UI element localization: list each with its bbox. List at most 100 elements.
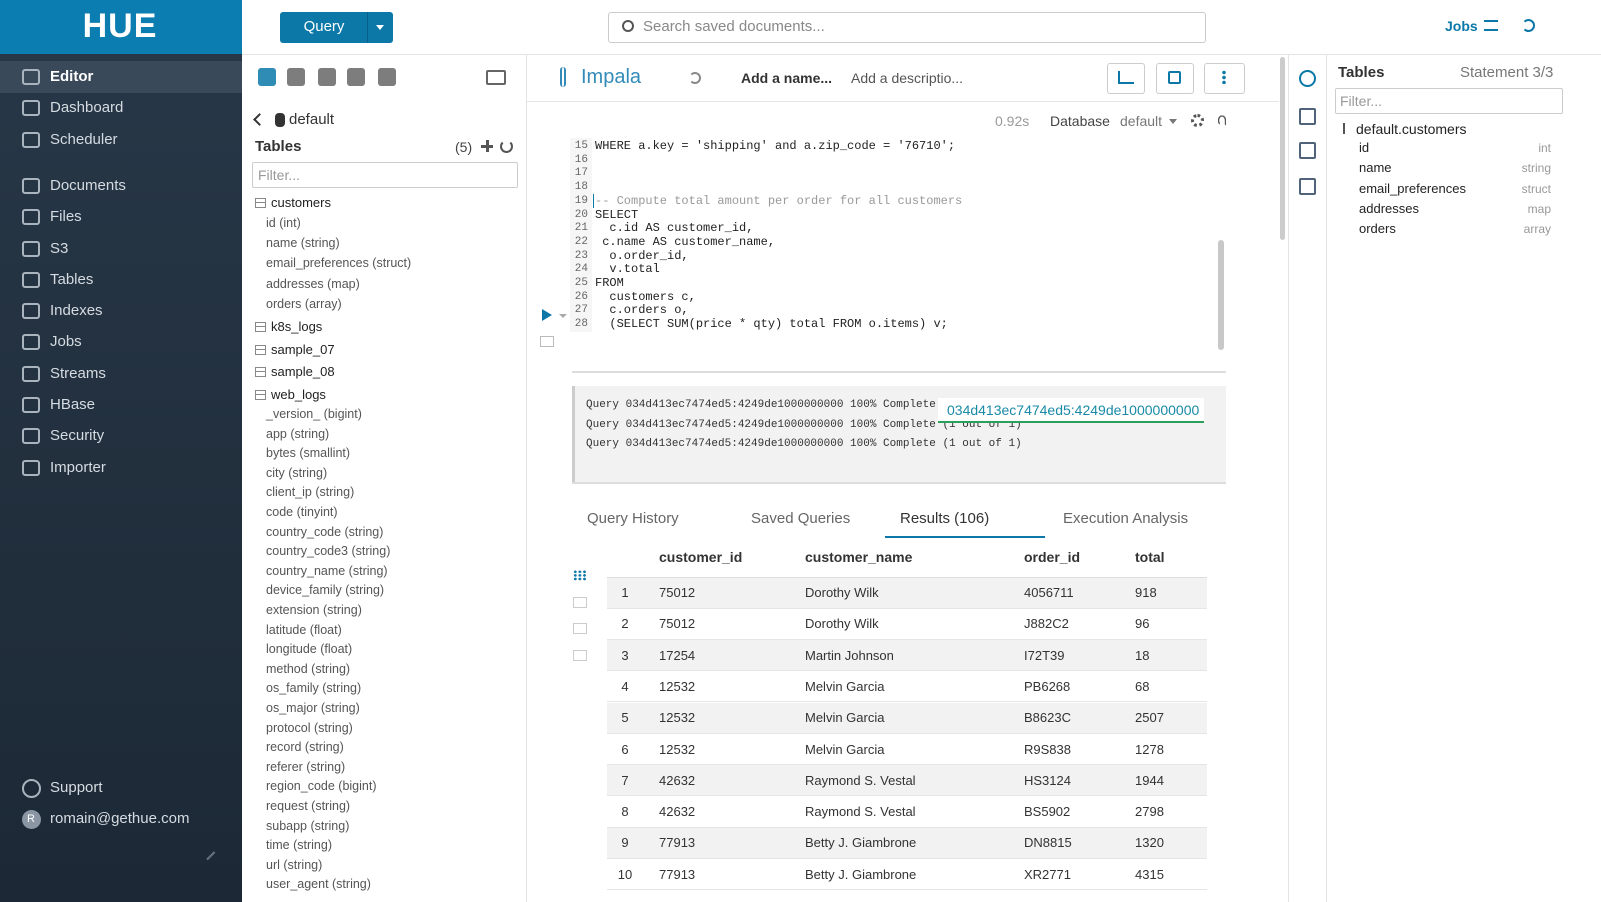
assist-column[interactable]: region_code (bigint) xyxy=(266,779,377,794)
functions-icon[interactable] xyxy=(1299,108,1316,125)
run-button[interactable] xyxy=(542,309,552,321)
nav-item[interactable]: Dashboard xyxy=(50,99,124,117)
assist-column[interactable]: subapp (string) xyxy=(266,818,350,833)
assist-tab-icon[interactable] xyxy=(378,68,396,86)
right-column-name[interactable]: addresses xyxy=(1359,200,1419,216)
editor-action-button[interactable] xyxy=(1156,63,1194,94)
result-tool-icon[interactable] xyxy=(573,597,587,608)
assist-column[interactable]: email_preferences (struct) xyxy=(266,256,412,271)
assist-table[interactable]: customers xyxy=(271,195,331,210)
nav-item[interactable]: Scheduler xyxy=(50,130,118,148)
nav-item[interactable]: Tables xyxy=(50,270,94,288)
assist-column[interactable]: orders (array) xyxy=(266,296,342,311)
assist-column[interactable]: app (string) xyxy=(266,426,330,441)
code-line[interactable]: SELECT xyxy=(595,207,639,222)
code-line[interactable]: c.id AS customer_id, xyxy=(595,221,754,236)
grid-view-icon[interactable] xyxy=(573,570,587,581)
result-tool-icon[interactable] xyxy=(573,623,587,634)
assist-table[interactable]: k8s_logs xyxy=(271,319,323,334)
assist-column[interactable]: request (string) xyxy=(266,799,351,813)
assist-column[interactable]: record (string) xyxy=(266,740,344,755)
assist-column[interactable]: country_name (string) xyxy=(266,563,388,578)
assist-column[interactable]: country_code (string) xyxy=(266,524,384,539)
assist-add-icon[interactable] xyxy=(481,140,493,152)
nav-item[interactable]: Indexes xyxy=(50,302,103,320)
assist-table[interactable]: web_logs xyxy=(271,386,326,402)
snippet-icon[interactable] xyxy=(540,336,554,347)
nav-item[interactable]: Importer xyxy=(50,458,106,476)
column-header[interactable]: order_id xyxy=(1024,549,1081,565)
column-header[interactable]: total xyxy=(1135,549,1165,565)
code-line[interactable]: customers c, xyxy=(595,289,696,304)
assist-column[interactable]: user_agent (string) xyxy=(266,877,371,892)
assist-column[interactable]: extension (string) xyxy=(266,603,362,617)
search-box[interactable] xyxy=(608,12,1206,43)
right-column-name[interactable]: orders xyxy=(1359,221,1396,237)
assist-tab-icon[interactable] xyxy=(287,68,305,86)
assist-table[interactable]: sample_07 xyxy=(271,341,335,357)
query-button-label[interactable]: Query xyxy=(303,18,345,35)
assist-tab-icon[interactable] xyxy=(318,68,336,86)
assist-table[interactable]: sample_08 xyxy=(271,364,335,379)
assist-column[interactable]: city (string) xyxy=(266,465,328,480)
code-line[interactable]: c.orders o, xyxy=(595,303,689,318)
assist-column[interactable]: time (string) xyxy=(266,838,332,853)
code-line[interactable]: -- Compute total amount per order for al… xyxy=(595,193,963,208)
database-select[interactable]: default xyxy=(1120,113,1163,129)
nav-item[interactable]: Documents xyxy=(50,176,126,194)
jobs-link[interactable]: Jobs xyxy=(1445,18,1478,34)
column-header[interactable]: customer_name xyxy=(805,549,913,565)
nav-item[interactable]: Files xyxy=(50,208,82,226)
assist-column[interactable]: os_major (string) xyxy=(266,701,360,715)
assist-filter[interactable] xyxy=(252,162,518,188)
nav-item[interactable]: Editor xyxy=(50,68,94,85)
code-line[interactable]: FROM xyxy=(595,276,624,290)
settings-icon[interactable] xyxy=(1191,114,1204,127)
result-tool-icon[interactable] xyxy=(573,650,587,661)
editor-description[interactable]: Add a descriptio... xyxy=(851,70,964,86)
schedule-icon[interactable] xyxy=(1299,178,1316,195)
code-line[interactable]: v.total xyxy=(595,262,660,277)
nav-item[interactable]: Streams xyxy=(50,364,106,382)
right-table-name[interactable]: default.customers xyxy=(1356,121,1467,137)
query-button[interactable] xyxy=(280,12,393,43)
editor-engine[interactable]: Impala xyxy=(581,66,642,88)
nav-item[interactable]: HBase xyxy=(50,396,96,413)
log-tooltip-text[interactable]: 034d413ec7474ed5:4249de1000000000 xyxy=(947,402,1200,418)
assist-column[interactable]: addresses (map) xyxy=(266,276,360,291)
history-icon[interactable] xyxy=(1522,19,1535,32)
assist-column[interactable]: longitude (float) xyxy=(266,642,353,657)
result-tab[interactable]: Results (106) xyxy=(900,510,990,527)
code-line[interactable]: o.order_id, xyxy=(595,248,689,263)
right-column-name[interactable]: email_preferences xyxy=(1359,180,1466,196)
assist-refresh-icon[interactable] xyxy=(500,140,513,153)
assist-column[interactable]: name (string) xyxy=(266,236,340,251)
result-tab[interactable]: Execution Analysis xyxy=(1063,510,1189,527)
assist-column[interactable]: country_code3 (string) xyxy=(266,544,391,559)
editor-history-icon[interactable] xyxy=(689,72,701,84)
code-line[interactable]: (SELECT SUM(price * qty) total FROM o.it… xyxy=(595,317,948,332)
assist-database[interactable]: default xyxy=(289,111,335,128)
assist-column[interactable]: latitude (float) xyxy=(266,622,342,637)
assist-column[interactable]: _version_ (bigint) xyxy=(266,407,362,421)
assist-column[interactable]: os_family (string) xyxy=(266,681,362,696)
assist-tab-icon[interactable] xyxy=(347,68,365,86)
assist-folder-icon[interactable] xyxy=(486,70,506,85)
code-line[interactable]: WHERE a.key = 'shipping' and a.zip_code … xyxy=(595,139,956,153)
assist-column[interactable]: client_ip (string) xyxy=(266,485,355,500)
editor-action-button[interactable] xyxy=(1204,63,1245,94)
assist-column[interactable]: id (int) xyxy=(266,216,301,230)
column-header[interactable]: customer_id xyxy=(659,549,743,565)
nav-item[interactable]: Security xyxy=(50,427,105,445)
right-column-name[interactable]: name xyxy=(1359,160,1392,176)
editor-action-button[interactable] xyxy=(1107,63,1145,94)
right-column-name[interactable]: id xyxy=(1359,140,1370,155)
right-filter[interactable] xyxy=(1335,88,1563,114)
assist-tab-icon[interactable] xyxy=(258,68,276,86)
assist-column[interactable]: url (string) xyxy=(266,857,323,872)
editor-name[interactable]: Add a name... xyxy=(741,70,833,86)
result-tab[interactable]: Query History xyxy=(587,510,679,527)
code-line[interactable]: c.name AS customer_name, xyxy=(595,234,776,249)
assist-column[interactable]: bytes (smallint) xyxy=(266,446,351,461)
support-link[interactable]: Support xyxy=(50,779,103,796)
